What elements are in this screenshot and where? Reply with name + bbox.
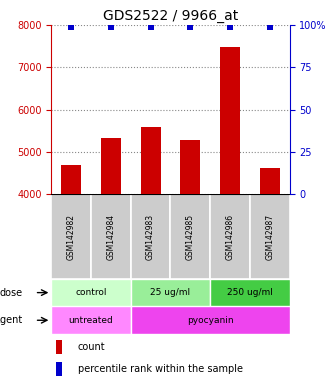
Bar [51,306,131,334]
Point [267,23,272,30]
Text: GSM142985: GSM142985 [186,214,195,260]
Point [227,23,233,30]
Text: GSM142984: GSM142984 [106,214,116,260]
Bar [250,194,290,279]
Bar [260,168,280,194]
Text: GSM142987: GSM142987 [265,214,274,260]
Text: untreated: untreated [69,316,114,325]
Bar [56,362,62,376]
Bar [56,341,62,354]
Bar [51,279,131,306]
Text: GSM142986: GSM142986 [225,214,235,260]
Bar [131,279,210,306]
Bar [131,194,170,279]
Bar [180,140,200,194]
Text: 25 ug/ml: 25 ug/ml [150,288,191,297]
Text: count: count [77,342,105,352]
Text: 250 ug/ml: 250 ug/ml [227,288,273,297]
Point [108,23,114,30]
Bar [101,138,121,194]
Bar [61,165,81,194]
Point [148,23,153,30]
Text: pyocyanin: pyocyanin [187,316,233,325]
Bar [210,279,290,306]
Point [69,23,74,30]
Bar [210,194,250,279]
Bar [131,306,290,334]
Text: dose: dose [0,288,23,298]
Bar [170,194,210,279]
Text: control: control [75,288,107,297]
Text: GSM142982: GSM142982 [67,214,76,260]
Text: percentile rank within the sample: percentile rank within the sample [77,364,243,374]
Bar [220,47,240,194]
Bar [141,127,161,194]
Bar [51,194,91,279]
Point [188,23,193,30]
Text: GSM142983: GSM142983 [146,214,155,260]
Bar [91,194,131,279]
Text: agent: agent [0,315,23,325]
Title: GDS2522 / 9966_at: GDS2522 / 9966_at [103,8,238,23]
